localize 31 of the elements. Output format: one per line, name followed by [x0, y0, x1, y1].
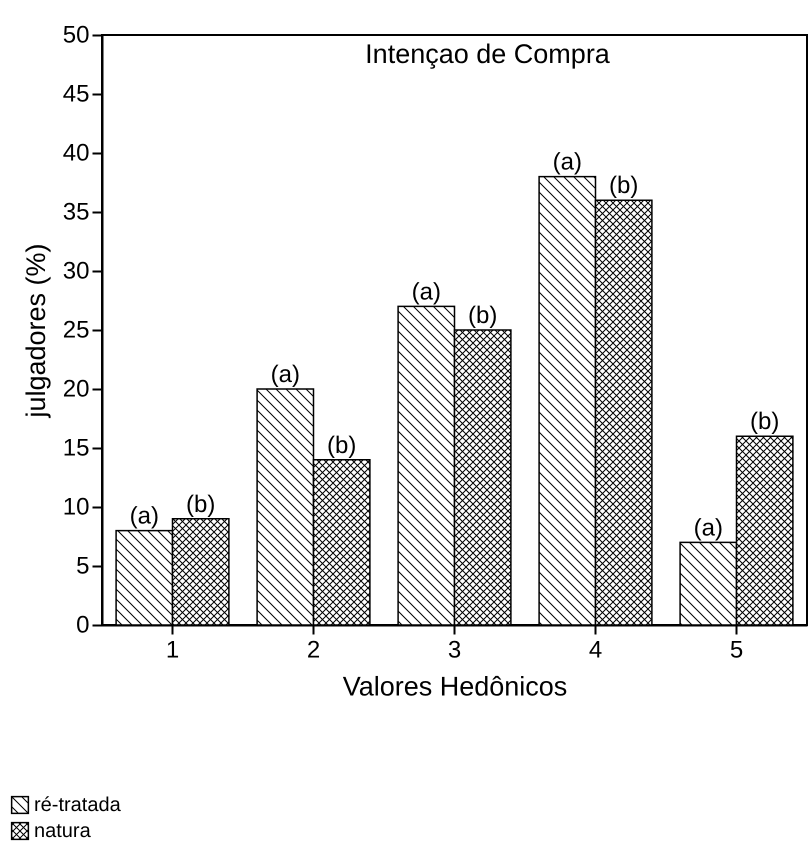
data-label: (b) — [609, 172, 638, 200]
data-label: (a) — [694, 514, 723, 542]
data-label: (b) — [327, 432, 356, 459]
x-tick-label: 4 — [588, 636, 602, 664]
y-tick-label: 5 — [76, 552, 90, 580]
data-label: (a) — [130, 502, 159, 530]
data-label: (b) — [468, 302, 498, 329]
legend-label: natura — [34, 820, 92, 842]
data-label: (a) — [270, 361, 300, 388]
data-label: (a) — [412, 278, 441, 306]
legend-label: ré-tratada — [34, 794, 122, 816]
x-tick-label: 3 — [448, 636, 462, 664]
y-tick-label: 25 — [62, 316, 90, 344]
y-tick-label: 10 — [62, 494, 90, 520]
y-tick-label: 50 — [62, 22, 90, 48]
data-label: (b) — [750, 408, 780, 436]
y-tick-label: 40 — [62, 140, 90, 166]
chart-title: Intençao de Compra — [365, 39, 611, 69]
data-label: (a) — [552, 148, 582, 176]
y-tick-label: 20 — [62, 376, 90, 402]
x-axis-title: Valores Hedônicos — [342, 672, 568, 702]
x-tick-label: 5 — [730, 636, 744, 664]
y-tick-label: 30 — [62, 258, 90, 284]
x-tick-label: 2 — [306, 636, 320, 664]
x-tick-label: 1 — [166, 636, 180, 664]
y-tick-label: 0 — [76, 612, 90, 638]
y-axis-title: julgadores (%) — [20, 243, 51, 419]
y-tick-label: 15 — [62, 434, 90, 462]
y-tick-label: 35 — [62, 198, 90, 226]
data-label: (b) — [186, 490, 216, 518]
y-tick-label: 45 — [62, 80, 90, 108]
